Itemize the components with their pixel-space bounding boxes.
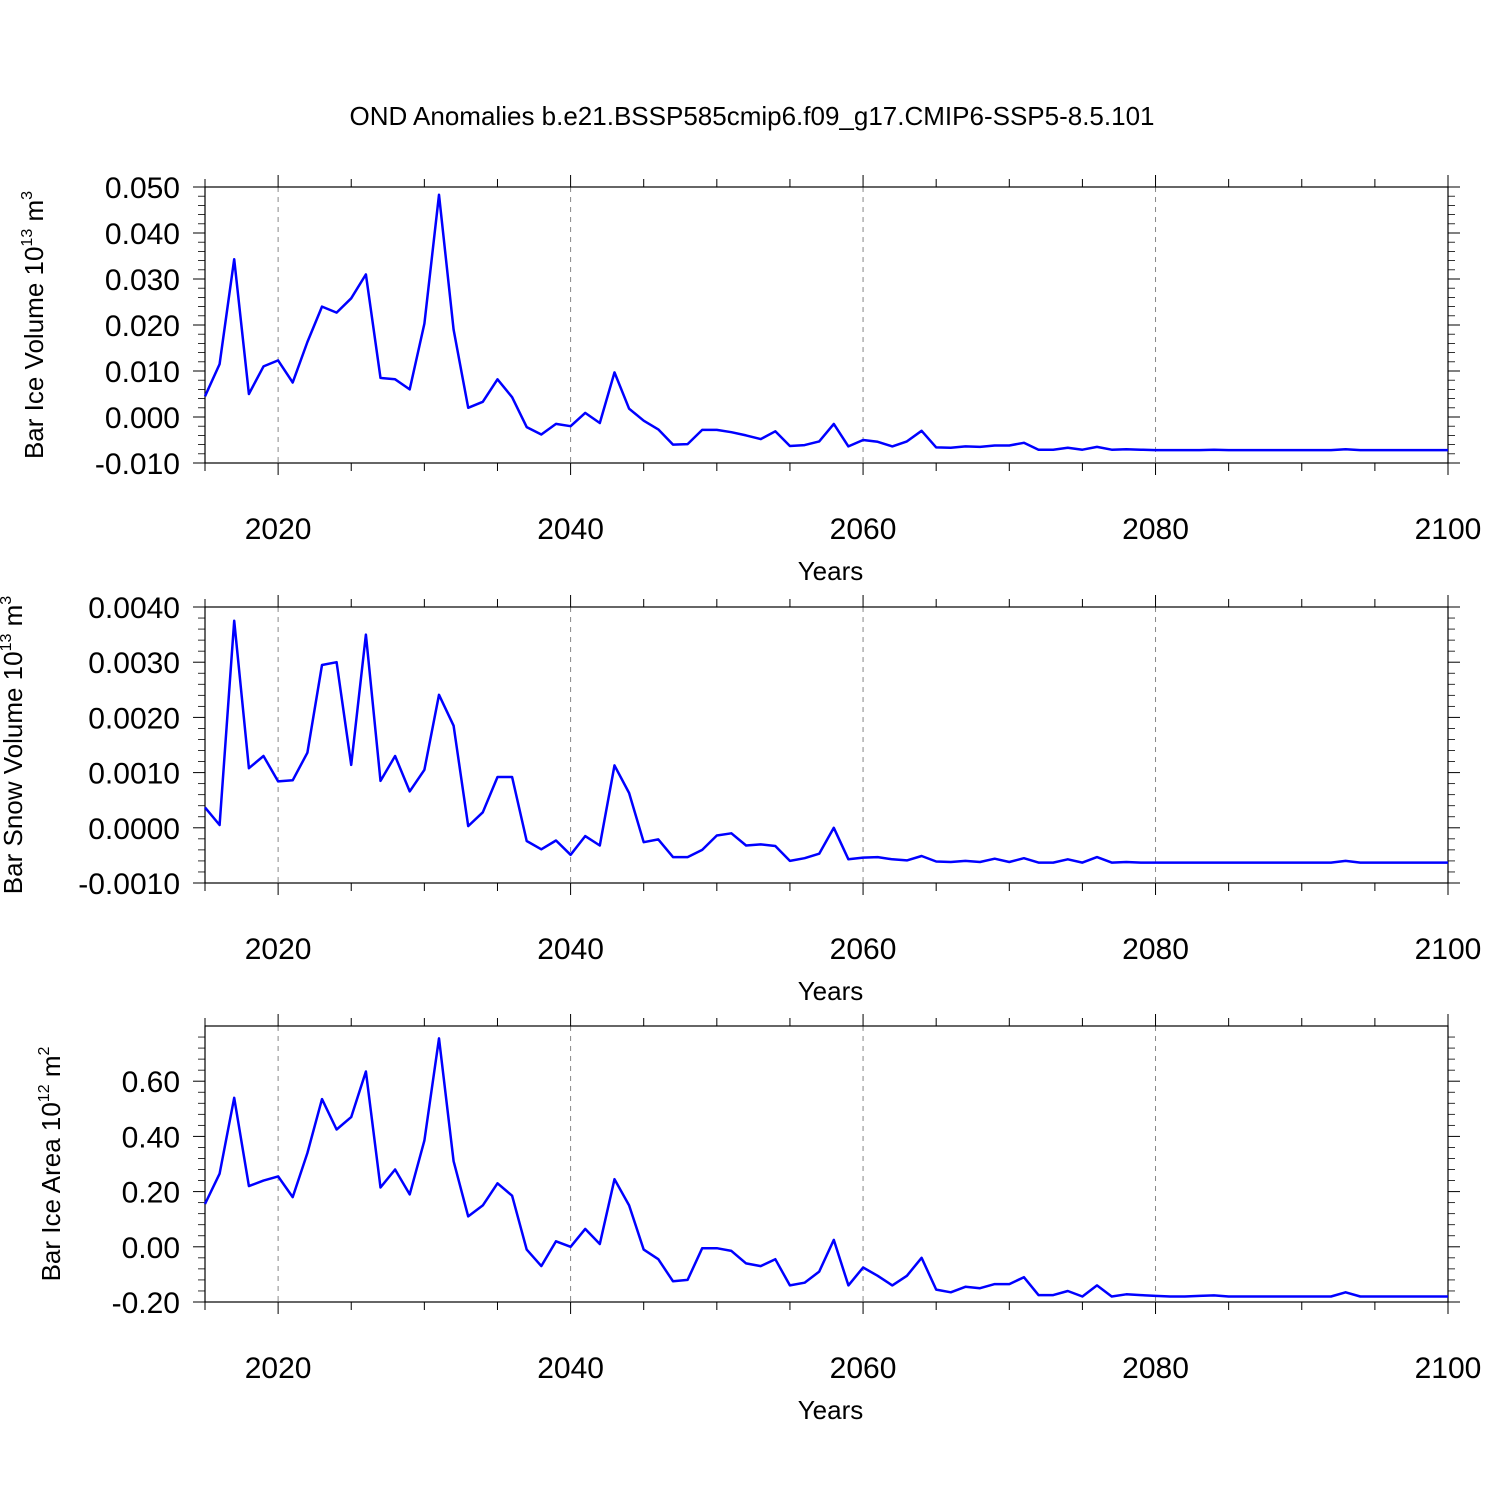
x-tick-label: 2080	[1122, 1352, 1189, 1385]
y-axis-label-superscript: 2	[36, 1046, 53, 1055]
y-tick-label: 0.20	[122, 1177, 180, 1210]
y-tick-label: 0.60	[122, 1066, 180, 1099]
plot-frame	[204, 186, 1449, 464]
chart-title: OND Anomalies b.e21.BSSP585cmip6.f09_g17…	[349, 101, 1154, 131]
x-tick-label: 2100	[1415, 513, 1482, 546]
x-tick-label: 2020	[245, 933, 312, 966]
y-tick-label: 0.00	[122, 1232, 180, 1265]
y-axis-label-text: Bar Snow Volume 10	[0, 651, 28, 894]
y-tick-label: -0.010	[95, 448, 180, 481]
x-tick-label: 2040	[537, 513, 604, 546]
y-axis-label: Bar Snow Volume 1013 m3	[0, 596, 28, 895]
y-tick-label: 0.0030	[88, 647, 180, 680]
x-tick-label: 2040	[537, 933, 604, 966]
x-axis-label: Years	[798, 556, 864, 586]
y-axis-label: Bar Ice Volume 1013 m3	[19, 191, 49, 459]
y-tick-label: 0.0040	[88, 592, 180, 625]
chart-panel-3: -0.20 0.00 0.20 0.40 0.60 2020 2040 2060 2080 210…	[36, 1014, 1481, 1425]
y-tick-label: 0.040	[105, 218, 180, 251]
y-tick-label: 0.030	[105, 264, 180, 297]
x-tick-label: 2060	[830, 933, 897, 966]
y-axis-label-superscript: 3	[19, 191, 36, 200]
y-tick-label: 0.020	[105, 310, 180, 343]
y-axis-label-text: Bar Ice Volume 10	[19, 247, 49, 459]
x-tick-label: 2100	[1415, 1352, 1482, 1385]
y-tick-label: 0.40	[122, 1121, 180, 1154]
series-line	[203, 1037, 1448, 1298]
y-axis-label-superscript: 13	[19, 229, 36, 247]
y-tick-label: 0.000	[105, 402, 180, 435]
y-tick-label: 0.0010	[88, 758, 180, 791]
y-axis-label-text: m	[0, 605, 28, 634]
y-tick-label: -0.20	[112, 1287, 180, 1320]
y-axis-label-superscript: 12	[36, 1084, 53, 1102]
y-tick-label: 0.050	[105, 172, 180, 205]
x-tick-label: 2060	[830, 513, 897, 546]
x-tick-label: 2060	[830, 1352, 897, 1385]
x-tick-label: 2080	[1122, 513, 1189, 546]
y-axis-label-text: m	[19, 200, 49, 229]
chart-panel-1: -0.010 0.000 0.010 0.020 0.030 0.040 0.050 2020…	[19, 172, 1481, 586]
plot-frame	[204, 1025, 1449, 1303]
y-tick-label: -0.0010	[78, 868, 180, 901]
series-line	[204, 619, 1448, 864]
y-tick-label: 0.0020	[88, 702, 180, 735]
chart-panel-2: -0.0010 0.0000 0.0010 0.0020 0.0030 0.0040 202…	[0, 592, 1481, 1006]
x-tick-label: 2020	[245, 1352, 312, 1385]
x-axis-label: Years	[798, 1395, 864, 1425]
y-axis-label-text: m	[36, 1055, 66, 1084]
y-axis-label-superscript: 13	[0, 633, 15, 651]
x-tick-label: 2020	[245, 513, 312, 546]
plot-frame	[204, 606, 1449, 884]
y-axis-label: Bar Ice Area 1012 m2	[36, 1046, 66, 1281]
x-tick-label: 2040	[537, 1352, 604, 1385]
series-line	[203, 193, 1448, 452]
y-tick-label: 0.010	[105, 356, 180, 389]
x-tick-label: 2100	[1415, 933, 1482, 966]
y-tick-label: 0.0000	[88, 813, 180, 846]
y-axis-label-superscript: 3	[0, 596, 15, 605]
y-axis-label-text: Bar Ice Area 10	[36, 1102, 66, 1281]
x-tick-label: 2080	[1122, 933, 1189, 966]
x-axis-label: Years	[798, 976, 864, 1006]
